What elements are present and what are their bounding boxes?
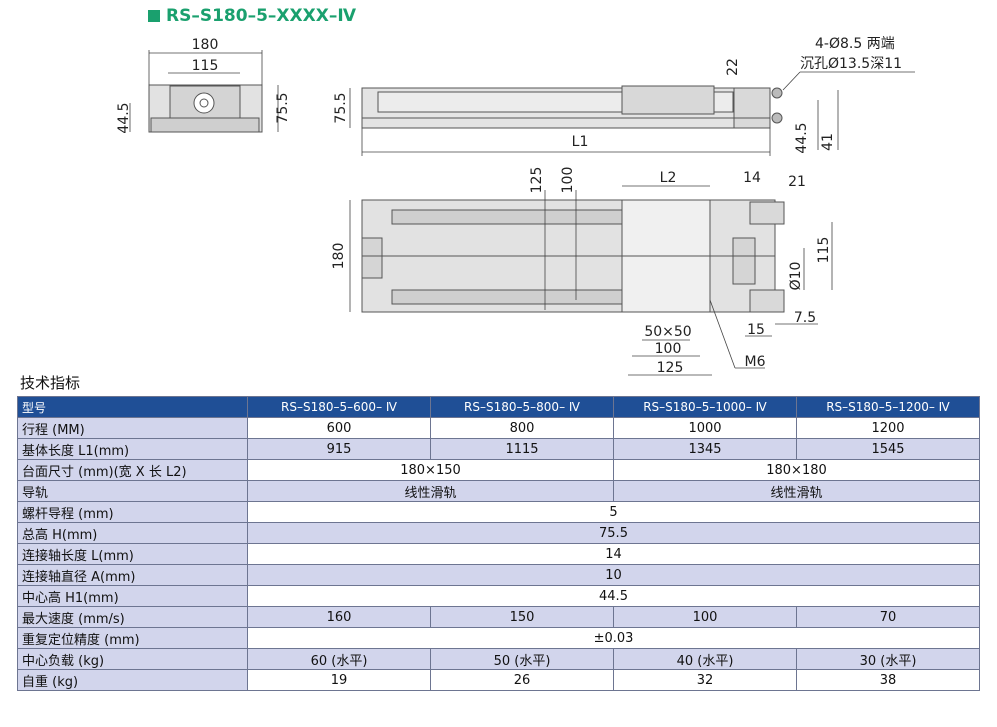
top-dims — [349, 185, 833, 376]
dimension-label: 125 — [657, 360, 684, 376]
table-row: 中心高 H1(mm) 44.5 — [17, 585, 980, 607]
cell: 38 — [796, 669, 980, 691]
section-title: 技术指标 — [20, 374, 81, 392]
row-label: 中心负载 (kg) — [17, 648, 248, 670]
dimension-label: 21 — [788, 174, 806, 190]
cell: RS–S180–5–800– Ⅳ — [430, 396, 614, 418]
dimension-label: 75.5 — [275, 92, 291, 123]
row-label: 型号 — [17, 396, 248, 418]
cell: 44.5 — [247, 585, 980, 607]
cell: 600 — [247, 417, 431, 439]
cell: RS–S180–5–1200– Ⅳ — [796, 396, 980, 418]
dimension-label: 41 — [820, 133, 836, 151]
dimension-label: 4-Ø8.5 两端 — [815, 36, 895, 52]
dimension-label: 125 — [529, 167, 545, 194]
cell: 26 — [430, 669, 614, 691]
row-label: 台面尺寸 (mm)(宽 X 长 L2) — [17, 459, 248, 481]
side-view — [361, 85, 783, 129]
table-row: 总高 H(mm) 75.5 — [17, 522, 980, 544]
table-row: 重复定位精度 (mm) ±0.03 — [17, 627, 980, 649]
row-label: 总高 H(mm) — [17, 522, 248, 544]
dimension-label: 15 — [747, 322, 765, 338]
title: RS–S180–5–XXXX–Ⅳ — [166, 6, 356, 26]
dimension-label: 7.5 — [794, 310, 816, 326]
front-dims — [129, 50, 279, 132]
cell: RS–S180–5–600– Ⅳ — [247, 396, 431, 418]
dimension-label: 100 — [655, 341, 682, 357]
cell: 70 — [796, 606, 980, 628]
cell: RS–S180–5–1000– Ⅳ — [613, 396, 797, 418]
cell: 1345 — [613, 438, 797, 460]
dimension-label: Ø10 — [788, 262, 804, 291]
title-marker — [148, 10, 160, 22]
table-row: 行程 (MM) 600 800 1000 1200 — [17, 417, 980, 439]
cell: 800 — [430, 417, 614, 439]
cell: 40 (水平) — [613, 648, 797, 670]
cell: 10 — [247, 564, 980, 586]
table-row: 自重 (kg) 19 26 32 38 — [17, 669, 980, 691]
cell: 30 (水平) — [796, 648, 980, 670]
cell: ±0.03 — [247, 627, 980, 649]
spec-table: 型号 RS–S180–5–600– Ⅳ RS–S180–5–800– Ⅳ RS–S18… — [17, 396, 980, 691]
cell: 1200 — [796, 417, 980, 439]
table-row: 最大速度 (mm/s) 160 150 100 70 — [17, 606, 980, 628]
table-row: 型号 RS–S180–5–600– Ⅳ RS–S180–5–800– Ⅳ RS–S18… — [17, 396, 980, 418]
table-row: 导轨 线性滑轨 线性滑轨 — [17, 480, 980, 502]
cell: 1545 — [796, 438, 980, 460]
dimension-label: 100 — [560, 167, 576, 194]
row-label: 中心高 H1(mm) — [17, 585, 248, 607]
cell: 100 — [613, 606, 797, 628]
dimension-label: 75.5 — [333, 92, 349, 123]
cell: 线性滑轨 — [613, 480, 980, 502]
row-label: 行程 (MM) — [17, 417, 248, 439]
table-row: 基体长度 L1(mm) 915 1115 1345 1545 — [17, 438, 980, 460]
cell: 50 (水平) — [430, 648, 614, 670]
dimension-label: 115 — [816, 237, 832, 264]
side-dims — [349, 71, 915, 156]
dimension-label: M6 — [745, 354, 766, 370]
dimension-label: 44.5 — [116, 102, 132, 133]
dimension-label: 180 — [331, 243, 347, 270]
dimension-label: L2 — [660, 170, 677, 186]
table-row: 台面尺寸 (mm)(宽 X 长 L2) 180×150 180×180 — [17, 459, 980, 481]
row-label: 最大速度 (mm/s) — [17, 606, 248, 628]
row-label: 基体长度 L1(mm) — [17, 438, 248, 460]
cell: 60 (水平) — [247, 648, 431, 670]
front-view — [148, 84, 263, 133]
cell: 180×150 — [247, 459, 614, 481]
cell: 19 — [247, 669, 431, 691]
cell: 1000 — [613, 417, 797, 439]
cell: 180×180 — [613, 459, 980, 481]
cell: 1115 — [430, 438, 614, 460]
cell: 150 — [430, 606, 614, 628]
dimension-label: L1 — [572, 134, 589, 150]
drawing: RS–S180–5–XXXX–Ⅳ — [116, 6, 915, 376]
table-row: 中心负载 (kg) 60 (水平) 50 (水平) 40 (水平) 30 (水平) — [17, 648, 980, 670]
dimension-label: 115 — [192, 58, 219, 74]
cell: 160 — [247, 606, 431, 628]
cell: 线性滑轨 — [247, 480, 614, 502]
cell: 75.5 — [247, 522, 980, 544]
cell: 5 — [247, 501, 980, 523]
dimension-label: 180 — [192, 37, 219, 53]
table-row: 连接轴长度 L(mm) 14 — [17, 543, 980, 565]
table-row: 螺杆导程 (mm) 5 — [17, 501, 980, 523]
top-view — [361, 199, 785, 313]
row-label: 螺杆导程 (mm) — [17, 501, 248, 523]
table-row: 连接轴直径 A(mm) 10 — [17, 564, 980, 586]
row-label: 导轨 — [17, 480, 248, 502]
row-label: 重复定位精度 (mm) — [17, 627, 248, 649]
dimension-label: 14 — [743, 170, 761, 186]
dimension-label: 50×50 — [644, 324, 691, 340]
dimension-label: 44.5 — [794, 122, 810, 153]
row-label: 连接轴直径 A(mm) — [17, 564, 248, 586]
cell: 32 — [613, 669, 797, 691]
dimension-label: 22 — [725, 58, 741, 76]
dimension-label: 沉孔Ø13.5深11 — [800, 56, 902, 72]
row-label: 自重 (kg) — [17, 669, 248, 691]
row-label: 连接轴长度 L(mm) — [17, 543, 248, 565]
cell: 915 — [247, 438, 431, 460]
cell: 14 — [247, 543, 980, 565]
